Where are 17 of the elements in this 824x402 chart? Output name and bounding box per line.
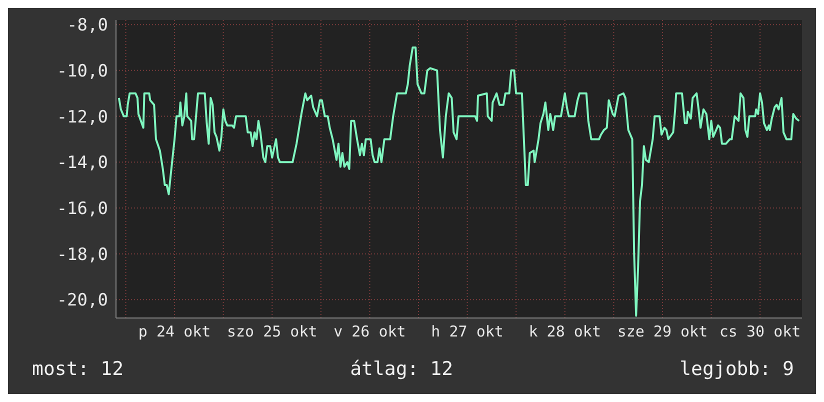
y-tick-label: -16,0 xyxy=(56,199,108,220)
y-tick-label: -12,0 xyxy=(56,107,108,128)
x-tick-label: szo 25 okt xyxy=(226,322,318,341)
x-tick-label: v 26 okt xyxy=(334,322,406,341)
y-tick-label: -18,0 xyxy=(56,244,108,265)
x-tick-label: sze 29 okt xyxy=(617,322,708,341)
x-tick-label: k 28 okt xyxy=(528,322,602,341)
y-tick-label: -10,0 xyxy=(56,61,108,82)
y-tick-label: -20,0 xyxy=(56,290,108,311)
text: legjobb: 9 xyxy=(680,358,794,380)
x-tick-label: p 24 okt xyxy=(138,322,211,341)
text: most: 12 xyxy=(32,358,124,380)
x-tick-label: cs 30 okt xyxy=(719,322,801,341)
text: átlag: 12 xyxy=(350,358,454,380)
x-tick-label: h 27 okt xyxy=(431,322,504,341)
y-tick-label: -14,0 xyxy=(56,153,108,174)
y-tick-label: -8,0 xyxy=(67,16,108,36)
